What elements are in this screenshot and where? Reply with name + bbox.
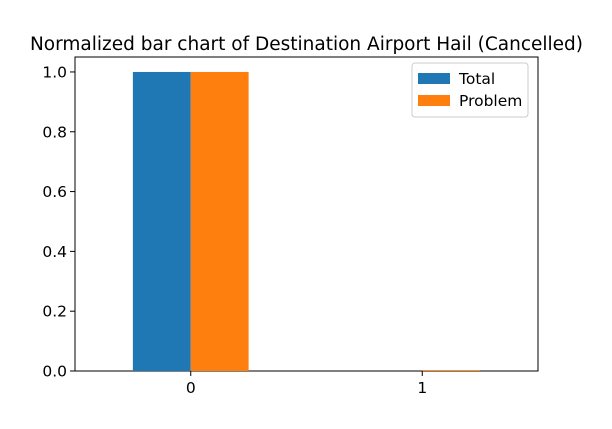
bar-problem-0 xyxy=(190,71,249,371)
y-tick-label: 0.6 xyxy=(42,183,67,201)
y-tick-label: 0.8 xyxy=(42,123,67,141)
y-axis: 0.0 0.2 0.4 0.6 0.8 1.0 xyxy=(42,63,75,381)
chart-title: Normalized bar chart of Destination Airp… xyxy=(30,34,583,55)
legend-label-total: Total xyxy=(458,70,495,88)
y-tick-label: 0.0 xyxy=(42,363,67,381)
legend-swatch-total xyxy=(418,73,450,84)
x-tick-label: 1 xyxy=(417,379,427,397)
y-tick-label: 0.4 xyxy=(42,243,67,261)
legend: Total Problem xyxy=(411,62,529,118)
bar-total-0 xyxy=(132,71,191,371)
x-tick-label: 0 xyxy=(186,379,196,397)
legend-label-problem: Problem xyxy=(459,92,522,110)
bar-problem-1 xyxy=(422,370,481,371)
bars xyxy=(132,71,481,371)
axes-frame xyxy=(74,56,539,372)
legend-swatch-problem xyxy=(418,95,450,106)
y-tick-label: 1.0 xyxy=(42,63,67,81)
y-tick-label: 0.2 xyxy=(42,303,67,321)
